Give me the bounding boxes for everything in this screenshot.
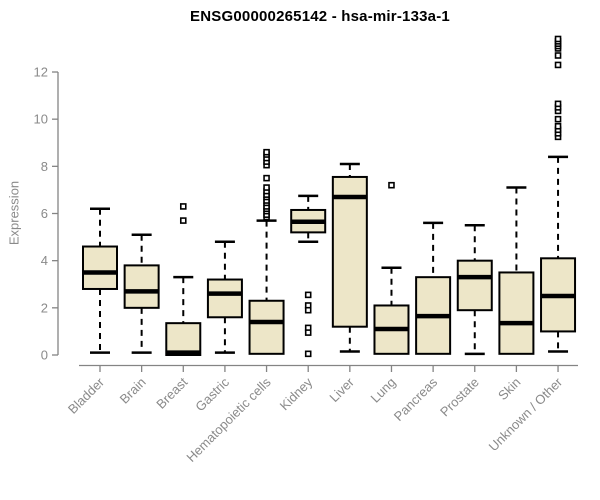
y-tick-label: 8 bbox=[41, 159, 48, 174]
outlier-point bbox=[179, 203, 187, 210]
outlier-point bbox=[554, 35, 562, 43]
outlier-point bbox=[179, 217, 187, 224]
y-tick-label: 0 bbox=[41, 348, 48, 363]
x-tick-label: Brain bbox=[117, 375, 149, 407]
x-tick-label: Liver bbox=[326, 374, 357, 405]
box-prostate bbox=[456, 224, 493, 356]
outlier-point bbox=[304, 291, 312, 299]
outlier-point bbox=[263, 184, 270, 191]
x-tick-label: Unknown / Other bbox=[486, 374, 566, 454]
x-tick-label: Breast bbox=[153, 374, 190, 411]
chart-title: ENSG00000265142 - hsa-mir-133a-1 bbox=[190, 8, 450, 25]
x-tick-label: Lung bbox=[368, 375, 399, 406]
x-tick-label: Pancreas bbox=[391, 374, 441, 424]
box-pancreas bbox=[415, 221, 452, 355]
box-bladder bbox=[82, 207, 118, 354]
box-liver bbox=[331, 162, 368, 353]
outlier-point bbox=[304, 350, 312, 358]
box-skin bbox=[498, 186, 535, 355]
y-axis: 0 2 4 6 8 10 12 bbox=[34, 65, 59, 363]
iqr-box bbox=[456, 259, 493, 312]
outlier-point bbox=[304, 306, 312, 314]
x-tick-label: Prostate bbox=[437, 375, 482, 420]
iqr-box bbox=[82, 245, 118, 290]
iqr-box bbox=[248, 299, 285, 355]
iqr-box bbox=[498, 271, 535, 355]
box-unknown-other bbox=[540, 35, 577, 353]
box-breast bbox=[165, 203, 202, 357]
box-gastric bbox=[206, 240, 243, 354]
iqr-box bbox=[165, 322, 202, 357]
box-kidney bbox=[290, 194, 327, 358]
x-tick-label: Skin bbox=[495, 375, 523, 403]
outlier-point bbox=[304, 329, 312, 336]
outlier-point bbox=[554, 122, 562, 130]
outlier-point bbox=[388, 181, 395, 189]
x-tick-label: Gastric bbox=[192, 374, 232, 414]
outlier-point bbox=[263, 174, 270, 182]
iqr-box bbox=[123, 264, 160, 309]
outlier-point bbox=[554, 61, 562, 69]
box-brain bbox=[123, 233, 160, 354]
x-tick-label: Bladder bbox=[65, 374, 108, 417]
outlier-point bbox=[554, 115, 562, 123]
y-tick-label: 4 bbox=[41, 253, 48, 268]
iqr-box bbox=[331, 175, 368, 328]
box-lung bbox=[373, 181, 410, 355]
x-tick-label: Kidney bbox=[277, 374, 316, 413]
box-hematopoietic-cells bbox=[248, 148, 285, 355]
iqr-box bbox=[206, 278, 243, 319]
outlier-point bbox=[554, 52, 562, 59]
y-tick-label: 12 bbox=[34, 65, 48, 80]
outlier-point bbox=[554, 100, 562, 108]
outlier-point bbox=[263, 148, 270, 156]
y-tick-label: 2 bbox=[41, 300, 48, 315]
y-tick-label: 10 bbox=[34, 112, 48, 127]
y-tick-label: 6 bbox=[41, 206, 48, 221]
